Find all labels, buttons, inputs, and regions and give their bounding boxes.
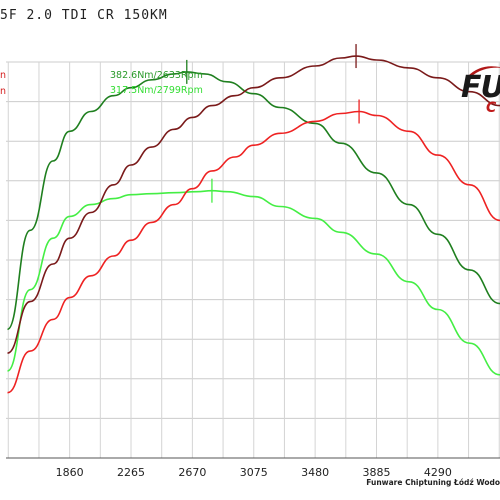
- x-tick-label: 3480: [301, 466, 329, 479]
- x-tick-label: 1860: [56, 466, 84, 479]
- peak-label-light-green: 317.5Nm/2799Rpm: [110, 85, 203, 96]
- x-tick-label: 3885: [363, 466, 391, 479]
- series-line-4: [7, 110, 500, 394]
- series-line-2: [7, 189, 500, 376]
- legend-fragment-2: n: [0, 86, 7, 97]
- series-line-1: [7, 71, 500, 331]
- series-line-3: [7, 55, 500, 354]
- x-tick-label: 2670: [178, 466, 206, 479]
- logo-swoosh-icon: [468, 66, 500, 76]
- legend-fragment-1: n: [0, 70, 7, 81]
- x-tick-label: 2265: [117, 466, 145, 479]
- chart-title: 5F 2.0 TDI CR 150KM: [0, 8, 168, 23]
- logo-text-top: FU: [461, 70, 500, 105]
- footer-credit: Funware Chiptuning Łódź Wodo: [366, 478, 500, 487]
- logo-text-bottom: C: [486, 100, 497, 116]
- peak-label-dark-green: 382.6Nm/2633Rpm: [110, 70, 203, 81]
- x-tick-label: 3075: [240, 466, 268, 479]
- brand-logo: FU C: [458, 60, 500, 120]
- x-tick-label: 4290: [424, 466, 452, 479]
